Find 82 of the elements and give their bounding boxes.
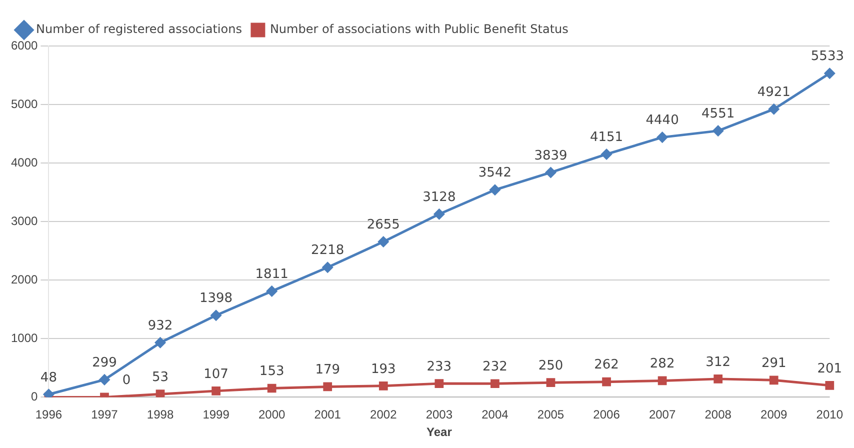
data-label: 299 <box>92 356 117 371</box>
data-label: 1398 <box>199 291 233 306</box>
point <box>156 390 165 398</box>
x-tick-label: 1998 <box>146 408 174 422</box>
data-label: 5533 <box>810 49 844 64</box>
point <box>658 376 667 386</box>
x-axis-title: Year <box>426 425 452 440</box>
data-label: 932 <box>148 318 173 334</box>
data-label: 153 <box>259 364 284 380</box>
y-tick-label: 3000 <box>10 214 38 228</box>
data-label: 2218 <box>311 243 344 258</box>
point <box>266 286 278 296</box>
data-label: 233 <box>426 359 452 374</box>
y-tick-label: 6000 <box>10 38 38 52</box>
y-tick-label: 2000 <box>10 272 38 286</box>
point <box>712 126 724 136</box>
y-tick-label: 1000 <box>10 330 38 345</box>
point <box>210 310 222 321</box>
point <box>490 184 500 196</box>
point <box>545 167 556 178</box>
data-label: 3542 <box>478 166 512 181</box>
legend-label: Number of associations with Public Benefit Status <box>270 22 568 36</box>
data-label: 4921 <box>757 85 790 100</box>
data-label: 48 <box>40 370 57 386</box>
y-tick-label: 0 <box>31 390 38 404</box>
point <box>434 379 444 388</box>
x-tick-label: 2004 <box>482 408 509 422</box>
point <box>601 148 612 160</box>
point <box>602 377 611 386</box>
point <box>546 378 556 387</box>
point <box>490 379 500 388</box>
data-label: 232 <box>482 359 508 374</box>
data-label: 3839 <box>534 148 568 164</box>
data-label: 0 <box>122 373 131 388</box>
data-label: 53 <box>152 370 169 385</box>
point <box>378 236 389 248</box>
x-tick-label: 2007 <box>648 408 676 422</box>
point <box>768 104 780 114</box>
x-tick-label: 2003 <box>426 408 453 422</box>
data-label: 4551 <box>702 106 735 122</box>
data-label: 179 <box>315 362 340 378</box>
data-label: 262 <box>594 358 619 373</box>
y-tick-label: 5000 <box>10 96 38 111</box>
data-label: 2655 <box>366 218 400 233</box>
point <box>769 376 778 385</box>
point <box>322 262 333 273</box>
point <box>323 382 332 392</box>
point <box>99 374 110 385</box>
point <box>212 386 220 396</box>
y-tick-label: 4000 <box>10 155 38 170</box>
x-tick-label: 1997 <box>91 408 118 422</box>
x-tick-label: 1996 <box>35 408 62 422</box>
point <box>378 381 388 390</box>
data-label: 312 <box>706 354 730 370</box>
x-tick-label: 1999 <box>202 408 230 422</box>
data-label: 201 <box>817 361 842 376</box>
data-label: 193 <box>370 362 396 377</box>
data-label: 4151 <box>590 130 624 146</box>
point <box>43 389 54 398</box>
x-tick-label: 2001 <box>314 408 342 422</box>
point <box>825 381 834 390</box>
x-tick-label: 2000 <box>258 408 286 422</box>
x-tick-label: 2010 <box>816 408 844 422</box>
data-label: 282 <box>650 356 675 372</box>
point <box>657 132 668 143</box>
data-label: 3128 <box>422 190 456 205</box>
x-tick-label: 2008 <box>704 408 732 422</box>
point <box>434 208 444 220</box>
point <box>824 68 835 79</box>
point <box>267 384 276 393</box>
point <box>155 337 166 348</box>
x-tick-label: 2006 <box>593 408 620 422</box>
legend-label: Number of registered associations <box>36 22 242 36</box>
point <box>714 374 723 384</box>
data-label: 107 <box>204 366 228 382</box>
x-tick-label: 2005 <box>537 408 564 422</box>
data-label: 4440 <box>646 113 679 128</box>
data-label: 1811 <box>255 267 288 282</box>
data-label: 291 <box>761 356 786 372</box>
x-tick-label: 2002 <box>370 408 398 422</box>
data-label: 250 <box>538 358 564 374</box>
x-tick-label: 2009 <box>760 408 788 422</box>
